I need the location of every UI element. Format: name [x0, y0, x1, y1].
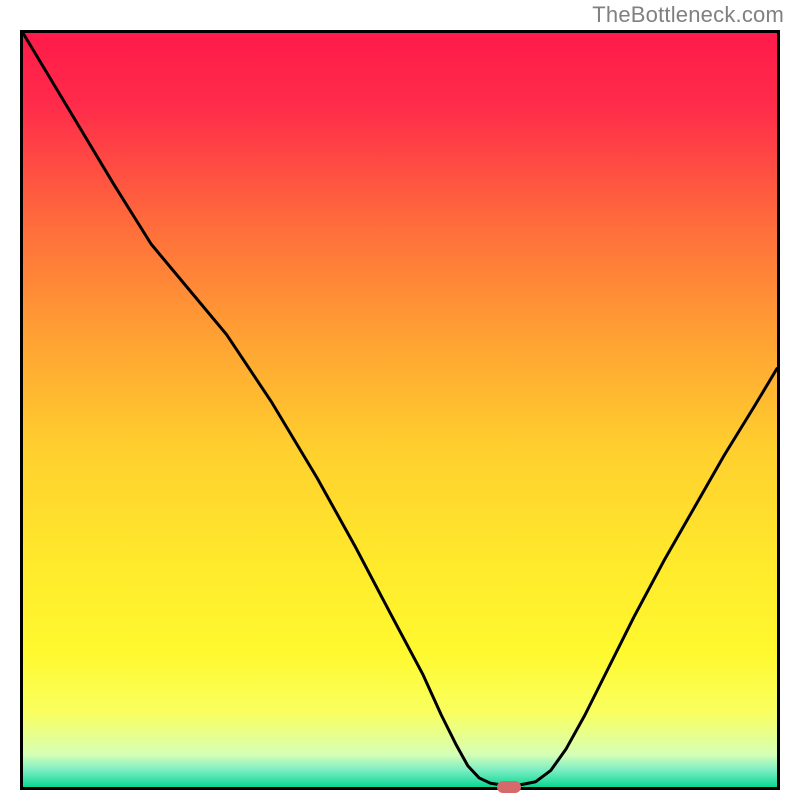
- optimal-marker: [497, 781, 521, 793]
- chart-canvas: TheBottleneck.com: [0, 0, 800, 800]
- watermark-text: TheBottleneck.com: [592, 2, 784, 28]
- bottleneck-chart: [0, 0, 800, 800]
